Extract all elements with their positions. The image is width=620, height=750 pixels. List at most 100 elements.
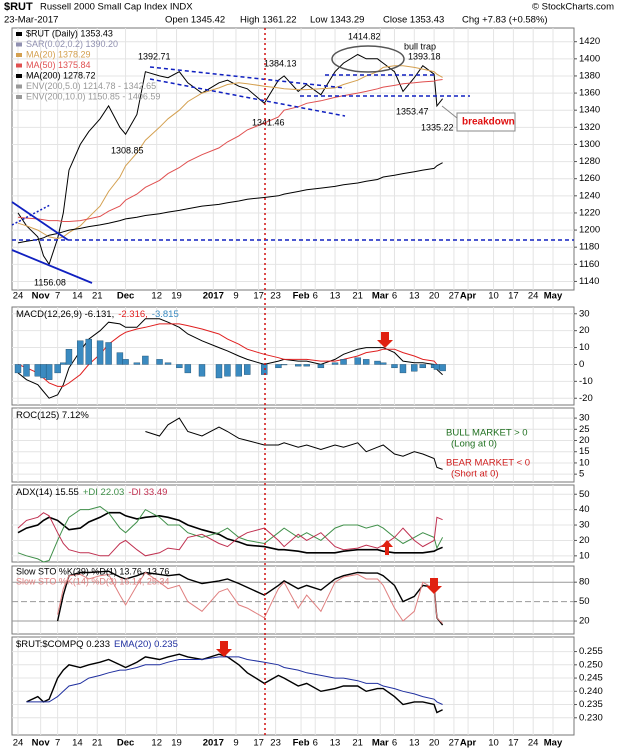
legend: MACD(12,26,9) -6.131, -2.316, -3.815 [16, 309, 179, 320]
histogram-bar [295, 364, 302, 367]
x-tick-label: May [544, 291, 563, 302]
legend-label: Slow STO %K(14) %D(3) 16.14, 25.34 [16, 576, 169, 586]
series-line [17, 162, 443, 244]
y-tick-label: 1280 [579, 156, 600, 167]
y-tick-label: 15 [579, 446, 590, 457]
y-tick-label: 25 [579, 424, 590, 435]
y-tick-label: 0.255 [579, 646, 603, 657]
x-tick-label: 27 [449, 738, 460, 749]
x-tick-label: 21 [352, 738, 363, 749]
y-tick-label: 10 [579, 457, 590, 468]
histogram-bar [280, 364, 288, 366]
histogram-bar [164, 362, 172, 365]
annotation: 1393.18 [408, 51, 441, 61]
histogram-bar [391, 364, 398, 369]
x-tick-label: 19 [171, 291, 182, 302]
histogram-bar [14, 364, 22, 374]
x-tick-label: 10 [488, 291, 499, 302]
y-tick-label: 1420 [579, 36, 600, 47]
series-line [26, 656, 443, 705]
x-tick-label: Mar [372, 738, 389, 749]
legend-label: MA(50) 1375.84 [26, 60, 91, 70]
legend-label: +DI 22.03 [83, 487, 124, 498]
legend-label: ADX(14) 15.55 [16, 487, 79, 498]
x-tick-label: 24 [528, 291, 539, 302]
annotation: breakdown [462, 117, 515, 128]
y-tick-label: 30 [579, 520, 590, 531]
y-tick-label: 0.250 [579, 659, 603, 670]
annotation: 1384.13 [264, 58, 297, 68]
histogram-bar [411, 364, 418, 372]
panel-frame [11, 306, 575, 406]
y-tick-label: 0.240 [579, 686, 603, 697]
legend-swatch [16, 74, 22, 78]
x-tick-label: 6 [392, 738, 397, 749]
histogram-bar [142, 355, 149, 365]
y-tick-label: 20 [579, 616, 590, 627]
price-overlays: 1392.71 1384.13 1414.82 bull trap 1393.1… [11, 31, 574, 287]
legend-label: ROC(125) 7.12% [16, 410, 89, 421]
panel-frame [11, 484, 575, 563]
histogram-bar [156, 359, 163, 365]
x-tick-label: 13 [409, 291, 420, 302]
panel-frame [11, 407, 575, 483]
histogram-bar [331, 362, 339, 365]
legend-label: SAR(0.02,0.2) 1390.20 [26, 39, 118, 49]
y-tick-label: 1220 [579, 207, 600, 218]
legend-label: Slow STO %K(39) %D(1) 13.76, 13.76 [16, 566, 169, 576]
legend-label: $RUT:$COMPQ 0.233 [16, 639, 110, 650]
y-tick-label: 1180 [579, 242, 599, 253]
histogram-bar [275, 364, 282, 369]
x-tick-label: 21 [92, 291, 103, 302]
high: High 1361.22 [240, 15, 297, 26]
x-tick-label: Nov [32, 291, 51, 302]
x-tick-label: 24 [528, 738, 539, 749]
histogram-bar [133, 362, 141, 365]
x-tick-label: 21 [92, 738, 103, 749]
y-tick-label: 20 [579, 535, 590, 546]
x-tick-label: 13 [330, 291, 341, 302]
y-tick-label: 1400 [579, 53, 600, 64]
panel-frame [11, 565, 575, 635]
annotation: 1308.85 [111, 145, 144, 155]
y-tick-label: 30 [579, 308, 590, 319]
legend-swatch [16, 84, 22, 89]
y-tick-label: 1140 [579, 276, 599, 287]
annotation: (Long at 0) [451, 439, 497, 450]
legend: ADX(14) 15.55 +DI 22.03 -DI 33.49 [16, 487, 167, 498]
legend-swatch [16, 63, 22, 68]
x-tick-label: Dec [117, 291, 134, 302]
histogram-bar [77, 340, 84, 365]
arrows [216, 332, 442, 657]
y-tick-label: 1380 [579, 70, 600, 81]
x-tick-label: Apr [460, 291, 477, 302]
y-tick-label: 0 [579, 359, 584, 370]
histogram-bar [198, 364, 206, 377]
legend-swatch [16, 53, 22, 57]
y-tick-label: 1200 [579, 225, 600, 236]
x-tick-label: 7 [55, 291, 60, 302]
panel-frame [11, 636, 575, 736]
legend-label: EMA(20) 0.235 [114, 639, 178, 650]
histogram-bar [235, 364, 242, 377]
annotation: 1335.22 [421, 122, 454, 132]
x-tick-label: 9 [233, 738, 238, 749]
histogram-bar [433, 364, 441, 370]
y-tick-label: 1340 [579, 105, 600, 116]
x-tick-label: 17 [253, 738, 264, 749]
x-tick-label: 17 [508, 291, 519, 302]
x-tick-label: 24 [13, 738, 24, 749]
plot-layer: 1140116011801200122012401260128013001320… [11, 27, 603, 749]
y-tick-label: 50 [579, 596, 590, 607]
y-tick-label: -10 [579, 376, 593, 387]
histogram-bar [354, 357, 361, 365]
histogram-bar [54, 364, 61, 374]
annotation: BULL MARKET > 0 [446, 428, 528, 439]
x-tick-label: Feb [293, 291, 310, 302]
histogram-bar [65, 349, 73, 365]
series-line [17, 65, 443, 240]
y-tick-label: 1320 [579, 122, 600, 133]
annotation: bull trap [404, 41, 436, 51]
trend-line [11, 201, 69, 241]
